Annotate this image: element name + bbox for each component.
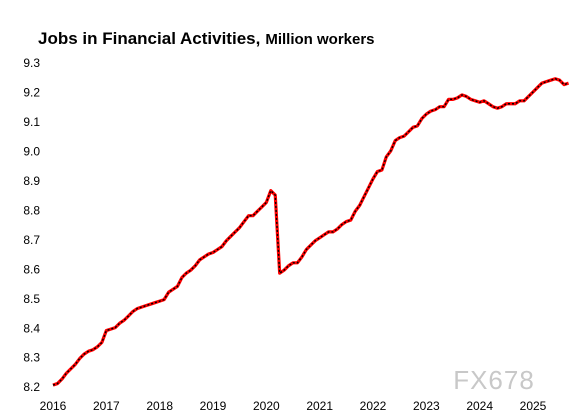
y-tick-label: 9.1 — [23, 115, 40, 129]
y-tick-label: 8.7 — [23, 233, 40, 247]
y-tick-label: 8.5 — [23, 292, 40, 306]
watermark: FX678 — [453, 365, 535, 395]
y-tick-label: 8.4 — [23, 321, 40, 335]
line-dash — [52, 78, 569, 386]
y-tick-label: 9.2 — [23, 86, 40, 100]
x-tick-label: 2023 — [413, 399, 440, 413]
x-tick-label: 2020 — [253, 399, 280, 413]
x-tick-label: 2025 — [520, 399, 547, 413]
y-tick-label: 9.0 — [23, 145, 40, 159]
subtitle: Million workers — [265, 31, 374, 48]
chart-title: Jobs in Financial Activities, Million wor… — [38, 29, 375, 48]
line — [52, 77, 570, 387]
y-tick-label: 8.6 — [23, 262, 40, 276]
x-tick-label: 2019 — [200, 399, 227, 413]
y-tick-label: 8.8 — [23, 203, 40, 217]
title: Jobs in Financial Activities, — [38, 29, 260, 48]
x-tick-label: 2022 — [360, 399, 387, 413]
x-tick-label: 2021 — [306, 399, 333, 413]
y-tick-label: 9.3 — [23, 56, 40, 70]
x-tick-label: 2016 — [40, 399, 67, 413]
x-tick-label: 2017 — [93, 399, 120, 413]
x-tick-label: 2018 — [146, 399, 173, 413]
y-tick-label: 8.3 — [23, 351, 40, 365]
y-tick-label: 8.2 — [23, 380, 40, 394]
x-tick-label: 2024 — [466, 399, 493, 413]
y-tick-label: 8.9 — [23, 174, 40, 188]
